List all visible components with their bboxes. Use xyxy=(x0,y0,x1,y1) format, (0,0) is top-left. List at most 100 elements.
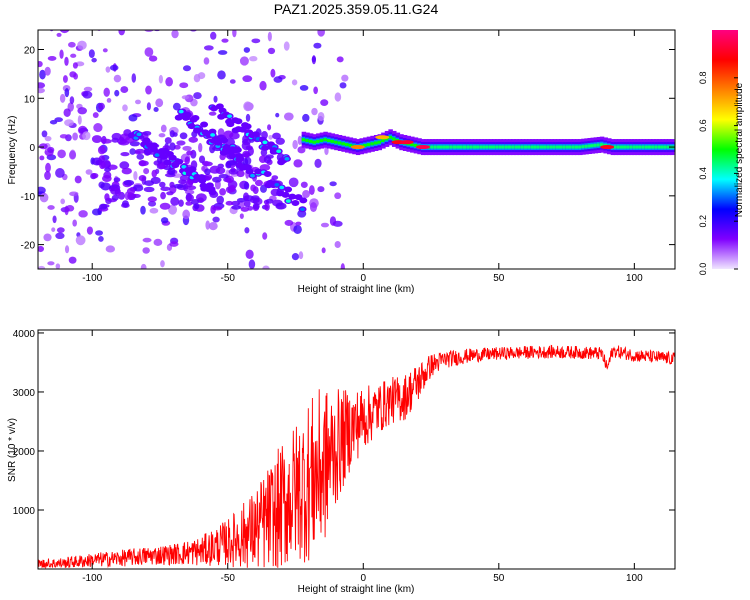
spectrogram-blob xyxy=(109,64,119,71)
spectrogram-blob xyxy=(264,202,270,211)
spectrogram-blob xyxy=(267,31,272,42)
spectrogram-blob xyxy=(47,55,57,61)
spectrogram-blob xyxy=(110,186,121,195)
spectrogram-blob xyxy=(212,176,222,183)
spectrogram-blob xyxy=(229,79,236,84)
x-tick-label: -50 xyxy=(221,273,236,284)
ridge-core xyxy=(330,139,336,143)
ridge-core xyxy=(501,145,507,149)
spectrogram-blob xyxy=(236,170,245,178)
spectrogram-blob xyxy=(72,219,77,227)
spectrogram-blob xyxy=(104,193,110,201)
spectrogram-blob xyxy=(144,30,154,32)
spectrogram-blob xyxy=(59,93,66,103)
spectrogram-blob xyxy=(134,99,141,105)
spectrogram-blob xyxy=(167,167,176,176)
spectrogram-blob xyxy=(104,167,112,173)
spectrogram-blob xyxy=(133,171,138,181)
trace-core xyxy=(300,207,306,212)
spectrogram-blob xyxy=(44,66,51,76)
spectrogram-blob xyxy=(47,205,55,210)
ridge-core xyxy=(552,145,558,149)
colorbar-ticks: 0.0 0.2 0.4 0.6 0.8 xyxy=(698,72,738,275)
spectrogram-peak xyxy=(350,145,365,150)
spectrogram-blob xyxy=(242,21,252,30)
ridge-core xyxy=(641,145,647,149)
spectrogram-blob xyxy=(74,175,82,184)
spectrogram-blob xyxy=(252,202,260,210)
spectrogram-blob xyxy=(178,199,184,207)
spectrogram-blob xyxy=(59,49,64,59)
spectrogram-blob xyxy=(160,260,165,268)
spectrogram-blob xyxy=(217,70,226,80)
ridge-core xyxy=(410,143,415,147)
spectrogram-blob xyxy=(131,193,141,198)
spectrogram-blob xyxy=(118,30,126,36)
spectrogram-blob xyxy=(100,182,111,191)
spectrogram-blob xyxy=(56,227,65,233)
y-tick-label: -20 xyxy=(21,241,36,252)
spectrogram-blob xyxy=(82,131,91,141)
spectrogram-blob xyxy=(122,104,128,112)
spectrogram-blob xyxy=(195,193,207,202)
spectrogram-blob xyxy=(302,190,310,199)
spectrogram-x-ticks: -100 -50 0 50 100 xyxy=(82,30,643,284)
trace-blob xyxy=(183,111,192,118)
ridge-core xyxy=(517,145,523,149)
spectrogram-blob xyxy=(204,168,211,176)
spectrogram-blob xyxy=(216,195,224,205)
trace-blob xyxy=(291,199,300,206)
ridge-core xyxy=(504,145,510,149)
spectrogram-blob xyxy=(39,143,48,150)
x-tick-label: 0 xyxy=(360,573,366,584)
spectrogram-blob xyxy=(165,77,173,87)
spectrogram-y-axis-label: Frequency (Hz) xyxy=(7,116,18,185)
spectrogram-blob xyxy=(195,22,201,30)
spectrogram-blob xyxy=(64,119,74,127)
ridge-core xyxy=(574,145,580,149)
ridge-core xyxy=(449,145,454,149)
ridge-core xyxy=(581,145,586,149)
spectrogram-blob xyxy=(225,200,234,206)
spectrogram-blob xyxy=(129,148,136,155)
spectrogram-blob xyxy=(160,217,169,224)
trace-core xyxy=(181,164,187,169)
ridge-core xyxy=(507,145,513,149)
ridge-core xyxy=(629,145,634,149)
spectrogram-blob xyxy=(88,49,95,58)
ridge-core xyxy=(373,141,379,145)
trace-core xyxy=(178,109,184,114)
ridge-core xyxy=(308,139,314,143)
ridge-core xyxy=(638,145,644,149)
spectrogram-blob xyxy=(164,137,172,144)
spectrogram-blob xyxy=(120,152,130,157)
spectrogram-blob xyxy=(83,86,93,92)
spectrogram-blob xyxy=(86,226,93,235)
spectrogram-blob xyxy=(232,30,237,38)
ridge-core xyxy=(635,145,640,149)
ridge-core xyxy=(549,145,554,149)
spectrogram-blob xyxy=(245,113,251,122)
spectrogram-blob xyxy=(144,180,155,186)
ridge-core xyxy=(323,138,328,142)
snr-y-ticks: 1000 2000 3000 4000 xyxy=(13,329,675,517)
spectrogram-blob xyxy=(190,199,200,205)
spectrogram-blob xyxy=(142,237,152,243)
spectrogram-blob xyxy=(166,191,174,196)
ridge-core xyxy=(495,145,500,149)
ridge-core xyxy=(539,145,545,149)
ridge-core xyxy=(466,145,471,149)
ridge-core xyxy=(514,145,519,149)
spectrogram-blob xyxy=(329,181,337,187)
spectrogram-blob xyxy=(148,200,157,207)
spectrogram-blob xyxy=(267,47,276,55)
spectrogram-blob xyxy=(300,181,308,188)
spectrogram-blob xyxy=(51,227,56,232)
trace-blob xyxy=(234,118,243,125)
snr-x-ticks: -100 -50 0 50 100 xyxy=(82,330,643,584)
ridge-core xyxy=(644,145,650,149)
trace-blob xyxy=(214,139,223,146)
trace-blob xyxy=(277,159,286,166)
y-tick-label: 20 xyxy=(24,46,36,57)
